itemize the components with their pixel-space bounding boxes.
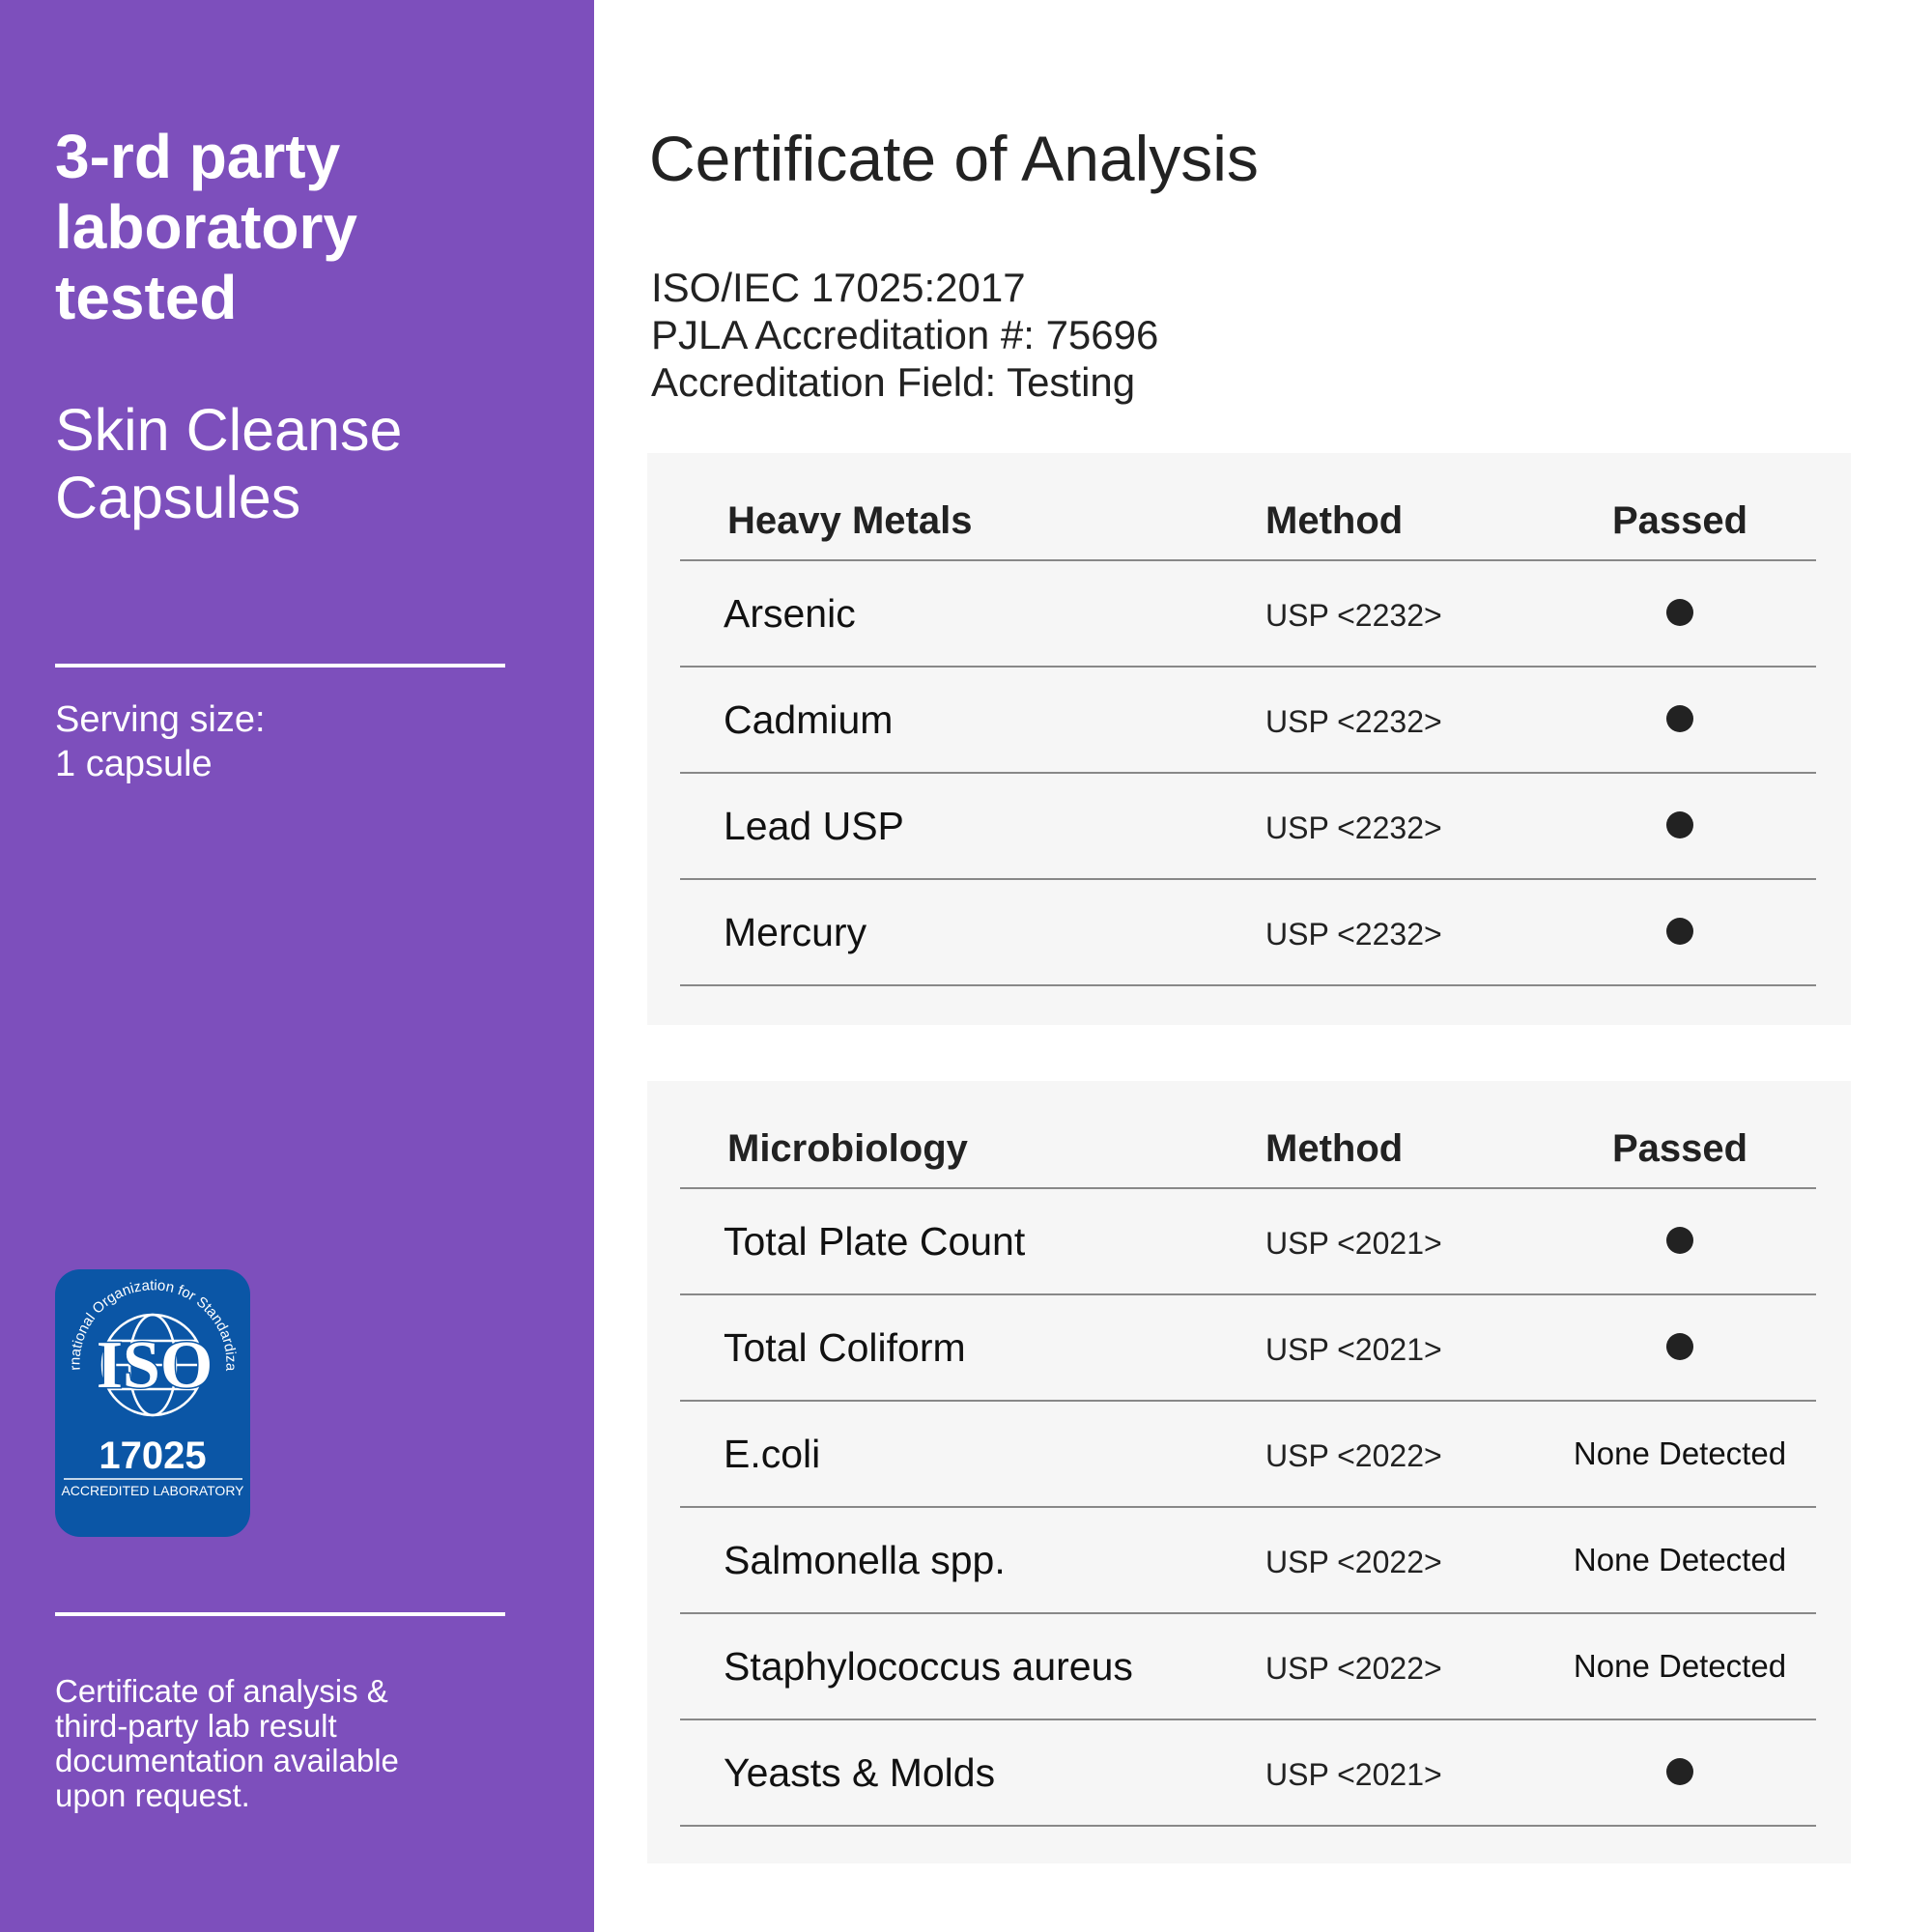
badge-logo: ISO	[97, 1328, 213, 1403]
table-bg	[647, 1081, 1851, 1863]
row-method: USP <2232>	[1265, 704, 1442, 739]
passed-dot	[1666, 599, 1693, 626]
globe	[100, 1313, 205, 1417]
row-name: Arsenic	[724, 591, 856, 636]
footnote: upon request.	[55, 1777, 250, 1813]
badge-bg	[55, 1269, 250, 1537]
row-name: Yeasts & Molds	[724, 1750, 995, 1795]
passed-dot	[1666, 918, 1693, 945]
badge-number: 17025	[99, 1435, 206, 1477]
info-line: Accreditation Field: Testing	[651, 359, 1135, 405]
row-method: USP <2232>	[1265, 810, 1442, 845]
table-header: Method	[1265, 1127, 1403, 1170]
row-name: Staphylococcus aureus	[724, 1644, 1133, 1689]
footnote: Certificate of analysis &	[55, 1673, 388, 1709]
row-method: USP <2021>	[1265, 1757, 1442, 1792]
row-name: Cadmium	[724, 697, 893, 742]
info-line: ISO/IEC 17025:2017	[651, 265, 1026, 310]
passed-dot	[1666, 705, 1693, 732]
table-bg	[647, 453, 1851, 1025]
passed-dot	[1666, 811, 1693, 838]
title: Certificate of Analysis	[649, 123, 1259, 194]
row-name: Mercury	[724, 910, 867, 954]
row-method: USP <2021>	[1265, 1226, 1442, 1261]
row-method: USP <2022>	[1265, 1545, 1442, 1579]
table-header: Passed	[1612, 499, 1747, 542]
passed-dot	[1666, 1333, 1693, 1360]
row-name: Lead USP	[724, 804, 904, 848]
table-header: Method	[1265, 499, 1403, 542]
info-line: PJLA Accreditation #: 75696	[651, 312, 1158, 357]
row-result: None Detected	[1574, 1542, 1786, 1577]
heading: laboratory	[55, 192, 357, 262]
row-name: Total Plate Count	[724, 1219, 1026, 1264]
row-method: USP <2021>	[1265, 1332, 1442, 1367]
heading: 3-rd party	[55, 122, 341, 191]
row-name: Salmonella spp.	[724, 1538, 1006, 1582]
footnote: documentation available	[55, 1743, 399, 1778]
serving-size: 1 capsule	[55, 744, 213, 784]
passed-dot	[1666, 1227, 1693, 1254]
row-method: USP <2022>	[1265, 1651, 1442, 1686]
footnote: third-party lab result	[55, 1708, 337, 1744]
badge-caption: ACCREDITED LABORATORY	[61, 1483, 244, 1498]
serving-size: Serving size:	[55, 699, 266, 740]
side-panel	[0, 0, 594, 1932]
row-method: USP <2232>	[1265, 917, 1442, 952]
row-name: E.coli	[724, 1432, 820, 1476]
product-name: Skin Cleanse	[55, 397, 402, 463]
table-header: Heavy Metals	[727, 499, 972, 542]
row-result: None Detected	[1574, 1648, 1786, 1684]
table-header: Passed	[1612, 1127, 1747, 1170]
row-name: Total Coliform	[724, 1325, 966, 1370]
heading: tested	[55, 263, 238, 332]
row-result: None Detected	[1574, 1435, 1786, 1471]
row-method: USP <2232>	[1265, 598, 1442, 633]
row-method: USP <2022>	[1265, 1438, 1442, 1473]
passed-dot	[1666, 1758, 1693, 1785]
product-name: Capsules	[55, 465, 300, 530]
table-header: Microbiology	[727, 1127, 969, 1170]
